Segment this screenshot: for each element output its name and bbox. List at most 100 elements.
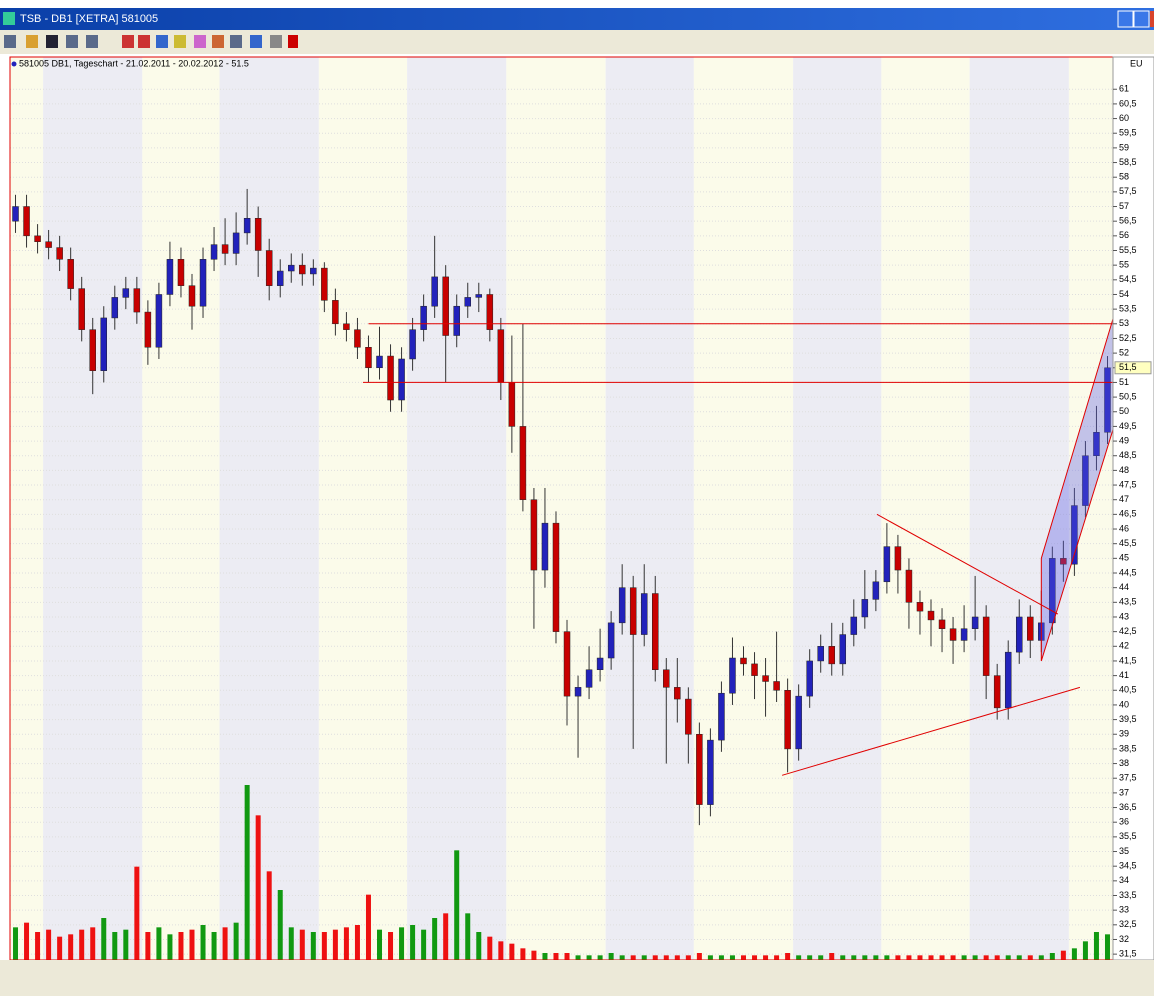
candle-body (56, 247, 63, 260)
y-tick-label: 54 (1119, 289, 1129, 299)
close-button[interactable] (1150, 11, 1154, 27)
volume-bar (509, 943, 515, 960)
volume-bar (244, 785, 250, 960)
tool-icon[interactable] (194, 35, 206, 48)
y-tick-label: 51 (1119, 377, 1129, 387)
y-tick-label: 46,5 (1119, 509, 1137, 519)
volume-bar (575, 955, 581, 960)
tool-icon[interactable] (46, 35, 58, 48)
volume-bar (685, 955, 691, 960)
candle-body (607, 622, 615, 659)
tool-icon[interactable] (288, 35, 298, 48)
y-tick-label: 34 (1119, 875, 1129, 885)
volume-bar (520, 948, 526, 960)
y-tick-label: 47,5 (1119, 479, 1137, 489)
candle-body (685, 698, 692, 735)
y-tick-label: 31,5 (1119, 949, 1137, 959)
tool-icon[interactable] (212, 35, 224, 48)
y-tick-label: 42 (1119, 641, 1129, 651)
candle-body (1004, 651, 1012, 709)
y-tick-label: 37,5 (1119, 773, 1137, 783)
tool-icon[interactable] (156, 35, 168, 48)
candle-body (122, 288, 130, 298)
volume-bar (586, 955, 592, 960)
y-tick-label: 33,5 (1119, 890, 1137, 900)
volume-bar (189, 929, 195, 960)
volume-bar (740, 955, 746, 960)
y-tick-label: 59 (1119, 142, 1129, 152)
volume-bar (321, 932, 327, 960)
last-price-label: 51,5 (1119, 362, 1137, 372)
minimize-button[interactable] (1117, 10, 1134, 28)
app-icon (3, 12, 15, 25)
volume-bar (531, 950, 537, 960)
y-tick-label: 36,5 (1119, 802, 1137, 812)
candle-body (254, 218, 262, 251)
candle-body (652, 593, 659, 670)
candle-body (420, 305, 427, 330)
tool-icon[interactable] (66, 35, 78, 48)
volume-bar (1005, 955, 1011, 960)
candle-body (288, 264, 295, 272)
y-tick-label: 41 (1119, 670, 1129, 680)
volume-bar (421, 929, 427, 960)
volume-bar (763, 955, 769, 960)
tool-icon[interactable] (250, 35, 262, 48)
candle-body (938, 619, 946, 629)
y-tick-label: 55,5 (1119, 245, 1137, 255)
candle-body (872, 581, 880, 600)
candle-body (707, 739, 714, 805)
candle-body (1049, 558, 1056, 624)
tool-icon[interactable] (270, 35, 282, 48)
tool-icon[interactable] (174, 35, 186, 48)
y-tick-label: 53 (1119, 318, 1129, 328)
y-tick-label: 36 (1119, 817, 1129, 827)
last-price-box (1114, 361, 1152, 375)
candle-body (806, 660, 813, 697)
volume-bar (35, 932, 41, 960)
volume-bar (696, 953, 702, 960)
volume-bar (332, 929, 338, 960)
month-band (793, 57, 882, 960)
candle-body (618, 587, 626, 624)
candle-body (861, 599, 869, 618)
volume-bar (895, 955, 901, 960)
volume-bar (939, 955, 945, 960)
tool-icon[interactable] (230, 35, 242, 48)
volume-bar (498, 941, 504, 960)
toolbar (0, 30, 1154, 54)
tool-icon[interactable] (122, 35, 134, 48)
tool-icon[interactable] (138, 35, 150, 48)
volume-bar (928, 955, 934, 960)
candle-body (530, 499, 538, 571)
y-tick-label: 38,5 (1119, 743, 1137, 753)
volume-bar (807, 955, 813, 960)
candle-body (321, 267, 328, 301)
month-band (969, 57, 1069, 960)
volume-bar (1060, 950, 1066, 960)
tool-icon[interactable] (26, 35, 38, 48)
volume-bar (972, 955, 978, 960)
candle-body (696, 734, 703, 805)
candle-body (343, 323, 350, 330)
candle-body (232, 232, 240, 254)
volume-bar (410, 925, 416, 960)
volume-bar (277, 890, 283, 960)
y-tick-label: 43 (1119, 611, 1129, 621)
volume-bar (961, 955, 967, 960)
month-band (605, 57, 694, 960)
y-tick-label: 56,5 (1119, 216, 1137, 226)
volume-bar (707, 955, 713, 960)
restore-button[interactable] (1133, 10, 1150, 28)
window-title: TSB - DB1 [XETRA] 581005 (20, 13, 158, 25)
y-tick-label: 34,5 (1119, 861, 1137, 871)
y-tick-label: 32 (1119, 934, 1129, 944)
candle-body (1015, 616, 1023, 653)
volume-bar (399, 927, 405, 960)
tool-icon[interactable] (4, 35, 16, 48)
volume-bar (377, 929, 383, 960)
tool-icon[interactable] (86, 35, 98, 48)
volume-bar (752, 955, 758, 960)
y-tick-label: 49,5 (1119, 421, 1137, 431)
volume-bar (68, 934, 74, 960)
